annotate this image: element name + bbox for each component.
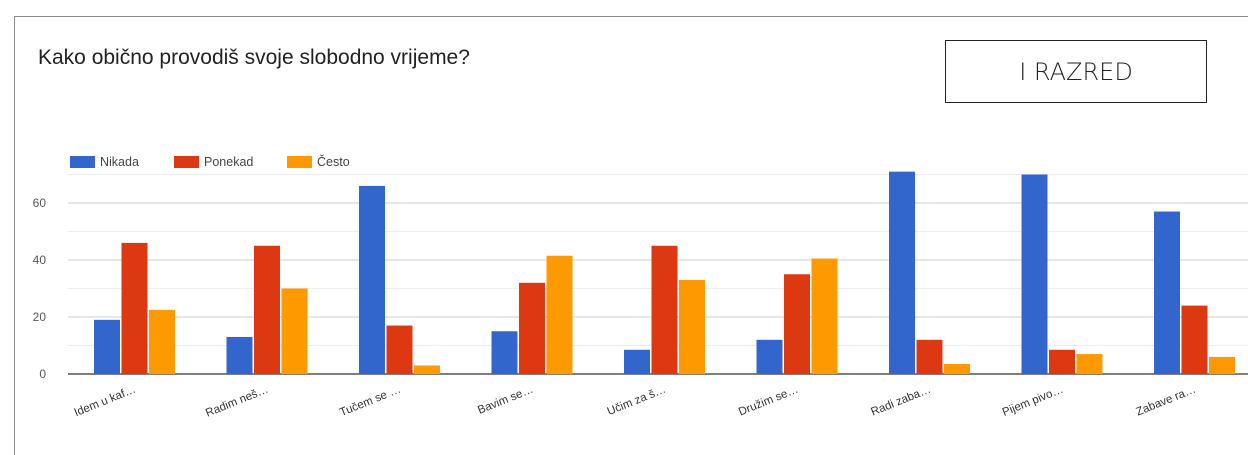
- legend[interactable]: Nikada Ponekad Često: [70, 154, 350, 169]
- bar-esto-4[interactable]: [546, 255, 573, 374]
- x-category-label: Tučem se …: [338, 384, 403, 419]
- legend-label: Ponekad: [204, 155, 253, 169]
- bar-ponekad-3[interactable]: [386, 325, 413, 374]
- bar-esto-8[interactable]: [1076, 354, 1103, 374]
- bar-ponekad-2[interactable]: [254, 245, 280, 374]
- legend-swatch: [287, 156, 312, 168]
- x-category-label: Pijem pivo…: [1001, 384, 1065, 419]
- y-tick-label: 40: [33, 253, 47, 267]
- bar-nikada-2[interactable]: [226, 336, 253, 374]
- x-category-label: Učim za š…: [606, 384, 668, 418]
- legend-item-nikada[interactable]: Nikada: [70, 155, 139, 169]
- grade-label-box: I RAZRED: [945, 40, 1207, 103]
- chart-title: Kako obično provodiš svoje slobodno vrij…: [38, 46, 470, 69]
- x-category-label: Idem u kaf…: [73, 384, 138, 420]
- x-category-label: Radim neš…: [204, 384, 270, 420]
- y-tick-label: 20: [33, 310, 47, 324]
- bar-esto-5[interactable]: [679, 279, 705, 374]
- x-category-label: Družim se…: [737, 384, 800, 419]
- x-category-label: Radi zaba…: [869, 384, 932, 419]
- bar-nikada-5[interactable]: [624, 349, 650, 374]
- y-axis-ticks: 0 20 40 60: [33, 196, 47, 381]
- bar-nikada-8[interactable]: [1021, 174, 1048, 375]
- bar-ponekad-4[interactable]: [519, 282, 545, 374]
- bar-esto-2[interactable]: [281, 288, 308, 375]
- bars: [94, 171, 1235, 375]
- bar-nikada-1[interactable]: [94, 319, 120, 374]
- x-category-label: Bavim se…: [476, 384, 535, 417]
- x-axis-labels: Idem u kaf… Radim neš… Tučem se … Bavim se……: [73, 384, 1198, 420]
- y-tick-label: 0: [39, 367, 46, 381]
- bar-nikada-7[interactable]: [889, 171, 915, 374]
- bar-esto-3[interactable]: [414, 365, 440, 374]
- legend-label: Često: [317, 154, 350, 169]
- bar-ponekad-9[interactable]: [1181, 305, 1208, 374]
- bar-esto-6[interactable]: [811, 258, 838, 374]
- bar-nikada-3[interactable]: [359, 185, 385, 374]
- bar-nikada-4[interactable]: [491, 331, 518, 374]
- bar-ponekad-1[interactable]: [121, 242, 148, 374]
- bar-ponekad-8[interactable]: [1049, 349, 1075, 374]
- legend-label: Nikada: [100, 155, 139, 169]
- bar-esto-7[interactable]: [944, 364, 970, 374]
- bar-esto-1[interactable]: [149, 309, 175, 374]
- bar-nikada-9[interactable]: [1154, 211, 1180, 374]
- bar-nikada-6[interactable]: [756, 339, 783, 374]
- legend-item-esto[interactable]: Često: [287, 154, 350, 169]
- chart-frame: [14, 16, 1248, 455]
- bar-ponekad-6[interactable]: [784, 274, 810, 374]
- legend-swatch: [174, 156, 199, 168]
- x-category-label: Zabave ra…: [1134, 384, 1197, 419]
- legend-item-ponekad[interactable]: Ponekad: [174, 155, 253, 169]
- legend-swatch: [70, 156, 95, 168]
- bar-ponekad-5[interactable]: [651, 245, 678, 374]
- y-tick-label: 60: [33, 196, 47, 210]
- bar-ponekad-7[interactable]: [916, 339, 943, 374]
- bar-esto-9[interactable]: [1209, 356, 1235, 374]
